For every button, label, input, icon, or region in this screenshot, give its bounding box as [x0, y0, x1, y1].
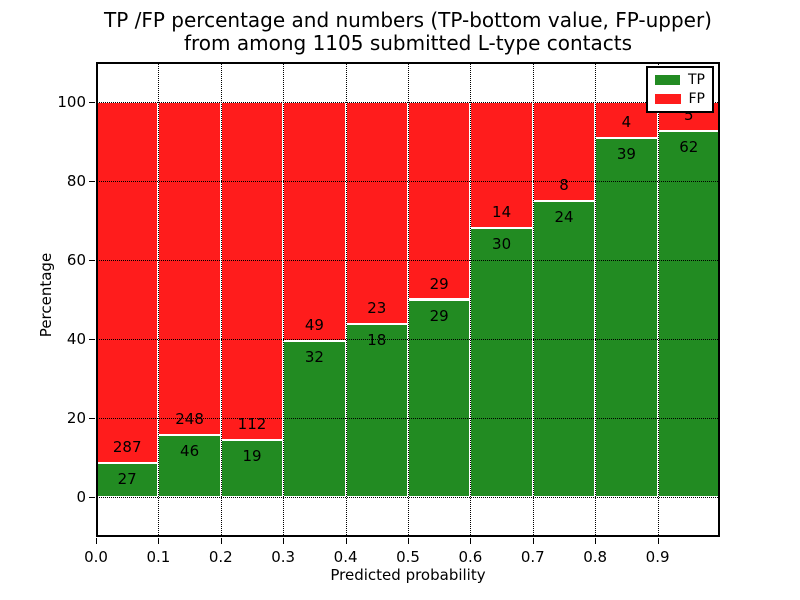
fp-bar-segment — [158, 101, 221, 436]
x-tick-mark — [96, 538, 97, 544]
fp-bar-segment — [408, 101, 471, 300]
fp-bar-segment — [96, 101, 159, 464]
tp-count-label: 46 — [180, 442, 200, 461]
tp-count-label: 19 — [242, 447, 262, 465]
v-gridline — [158, 62, 160, 537]
x-tick-mark — [657, 538, 659, 544]
tp-bar-segment — [532, 200, 596, 498]
x-tick-mark — [408, 538, 409, 544]
x-tick-mark — [532, 538, 534, 544]
x-tick-mark — [595, 538, 597, 544]
v-gridline — [220, 62, 222, 537]
x-tick-label: 0.6 — [458, 548, 483, 566]
x-tick-mark — [220, 538, 222, 544]
tp-bar-segment — [345, 323, 408, 498]
tp-bar-segment — [408, 299, 471, 498]
tp-count-label: 30 — [492, 234, 512, 253]
legend: TP FP — [646, 66, 714, 113]
fp-count-label: 287 — [112, 438, 142, 457]
y-tick-label: 60 — [66, 250, 86, 269]
tp-bar-segment — [470, 227, 533, 498]
h-gridline — [96, 497, 720, 499]
fp-count-label: 112 — [237, 415, 267, 433]
x-tick-label: 0.1 — [146, 548, 171, 566]
fp-count-label: 8 — [559, 175, 569, 194]
v-gridline — [595, 62, 597, 537]
chart-title: TP /FP percentage and numbers (TP-bottom… — [96, 9, 720, 55]
fp-count-label: 14 — [492, 202, 512, 221]
legend-label-tp: TP — [688, 72, 705, 89]
tp-bar-segment — [657, 131, 720, 498]
y-tick-mark — [89, 259, 95, 261]
fp-count-label: 49 — [304, 316, 324, 335]
x-tick-label: 0.8 — [583, 548, 608, 566]
v-gridline — [532, 62, 534, 537]
y-tick-label: 40 — [66, 330, 86, 349]
legend-item-fp: FP — [655, 92, 705, 106]
y-tick-label: 20 — [66, 409, 86, 428]
fp-count-label: 23 — [367, 298, 387, 317]
y-tick-mark — [89, 339, 95, 341]
h-gridline — [96, 101, 720, 103]
v-gridline — [283, 62, 285, 537]
plot-area: 287 27 248 46 112 19 49 32 23 18 29 29 14 30 8 24 4 39 5 62… — [57, 62, 720, 566]
fp-count-label: 5 — [684, 106, 694, 125]
v-gridline — [345, 62, 347, 537]
tp-bar-segment — [595, 138, 658, 498]
x-tick-mark — [283, 538, 285, 544]
tp-count-label: 62 — [679, 138, 699, 157]
x-tick-mark — [470, 538, 472, 544]
y-tick-label: 100 — [57, 92, 86, 111]
legend-item-tp: TP — [655, 73, 705, 87]
x-tick-label: 0.7 — [520, 548, 545, 566]
x-tick-label: 0.5 — [396, 548, 420, 566]
fp-count-label: 29 — [429, 274, 449, 293]
tp-count-label: 29 — [429, 306, 449, 325]
x-tick-label: 0.4 — [333, 548, 358, 566]
v-gridline — [408, 62, 409, 537]
tp-count-label: 24 — [554, 207, 574, 226]
h-gridline — [96, 339, 720, 341]
legend-label-fp: FP — [688, 90, 706, 107]
y-tick-mark — [89, 101, 95, 103]
x-tick-mark — [345, 538, 347, 544]
fp-color-swatch — [655, 93, 681, 104]
x-tick-label: 0.9 — [645, 548, 670, 566]
v-gridline — [657, 62, 659, 537]
x-axis-label: Predicted probability — [330, 566, 486, 584]
tp-count-label: 27 — [117, 470, 137, 489]
y-tick-mark — [89, 418, 95, 420]
chart-title-line-2: from among 1105 submitted L-type contact… — [183, 31, 633, 55]
fp-bar-segment — [345, 101, 408, 324]
x-tick-mark — [158, 538, 160, 544]
fp-count-label: 248 — [175, 410, 204, 429]
tp-count-label: 18 — [367, 330, 387, 349]
y-tick-mark — [89, 180, 95, 182]
h-gridline — [96, 180, 720, 182]
h-gridline — [96, 259, 720, 261]
x-tick-label: 0.0 — [84, 548, 108, 566]
fp-bar-segment — [220, 101, 284, 440]
h-gridline — [96, 418, 720, 420]
tp-count-label: 32 — [304, 348, 324, 367]
tp-bar-segment — [220, 440, 284, 498]
chart-title-line-1: TP /FP percentage and numbers (TP-bottom… — [104, 8, 712, 32]
fp-bar-segment — [283, 101, 346, 342]
tp-color-swatch — [655, 75, 680, 86]
tp-count-label: 39 — [616, 145, 636, 164]
v-gridline — [470, 62, 472, 537]
y-tick-mark — [89, 497, 95, 499]
fp-count-label: 4 — [621, 113, 632, 132]
x-tick-label: 0.2 — [208, 548, 233, 566]
x-tick-label: 0.3 — [271, 548, 296, 566]
y-tick-label: 80 — [66, 171, 86, 190]
y-tick-label: 0 — [76, 488, 86, 507]
